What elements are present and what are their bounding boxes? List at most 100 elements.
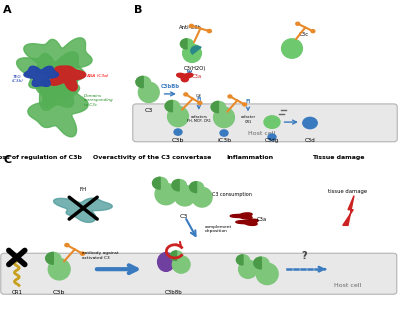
Text: cofactors: cofactors [190, 115, 207, 119]
Polygon shape [24, 38, 92, 96]
Ellipse shape [158, 253, 174, 271]
Circle shape [180, 39, 194, 49]
Ellipse shape [155, 183, 177, 205]
Circle shape [220, 130, 228, 136]
Circle shape [172, 179, 186, 191]
Circle shape [165, 100, 180, 112]
Polygon shape [230, 213, 252, 219]
Text: FH, MCP, CR1: FH, MCP, CR1 [187, 119, 211, 123]
Text: Loss of regulation of C3b: Loss of regulation of C3b [0, 155, 82, 160]
Circle shape [152, 177, 168, 189]
Text: CR1: CR1 [11, 290, 22, 295]
Text: complement
deposition: complement deposition [205, 225, 232, 233]
Circle shape [254, 257, 269, 269]
Circle shape [311, 30, 315, 33]
Circle shape [296, 22, 300, 25]
Text: FI: FI [245, 99, 251, 104]
Wedge shape [190, 182, 196, 192]
Polygon shape [17, 52, 85, 110]
Circle shape [80, 252, 84, 255]
Circle shape [190, 24, 194, 28]
Text: C3dg: C3dg [265, 138, 279, 143]
Polygon shape [49, 66, 86, 91]
Ellipse shape [239, 260, 257, 278]
Ellipse shape [138, 82, 159, 103]
Circle shape [236, 255, 250, 265]
Text: iC3b: iC3b [217, 138, 231, 143]
Text: C3(H2O): C3(H2O) [184, 66, 206, 71]
Wedge shape [46, 252, 53, 264]
Text: C3b: C3b [53, 290, 65, 295]
Circle shape [228, 95, 232, 98]
Circle shape [190, 182, 204, 192]
Circle shape [174, 129, 182, 135]
Circle shape [136, 76, 150, 88]
Ellipse shape [282, 39, 302, 58]
Text: B: B [134, 5, 142, 15]
FancyBboxPatch shape [133, 104, 397, 142]
Circle shape [184, 93, 188, 96]
Text: C3b8b: C3b8b [164, 290, 182, 295]
Text: C3: C3 [180, 214, 188, 219]
Ellipse shape [183, 44, 201, 62]
Text: C3bBb: C3bBb [161, 84, 180, 89]
Circle shape [211, 101, 226, 113]
Text: C3b: C3b [172, 138, 184, 143]
Circle shape [46, 252, 61, 264]
Text: Host cell: Host cell [334, 283, 362, 288]
Polygon shape [177, 73, 193, 82]
Ellipse shape [214, 107, 234, 128]
Ellipse shape [174, 185, 195, 206]
Text: FI: FI [196, 97, 202, 102]
Text: Domains
corresponding
to C3c: Domains corresponding to C3c [84, 94, 114, 107]
Wedge shape [254, 257, 261, 269]
Text: Tissue damage: Tissue damage [312, 155, 364, 160]
Text: TEG
(C3b): TEG (C3b) [11, 74, 23, 83]
Ellipse shape [168, 106, 188, 127]
Text: C3d: C3d [305, 138, 315, 143]
Text: A: A [3, 5, 12, 15]
Text: C: C [3, 155, 11, 165]
Text: tissue damage: tissue damage [328, 189, 368, 194]
Text: Anti-C3b: Anti-C3b [179, 25, 201, 30]
Ellipse shape [48, 259, 70, 280]
Circle shape [65, 244, 69, 247]
Circle shape [303, 117, 317, 129]
Circle shape [264, 116, 280, 128]
Circle shape [170, 251, 182, 260]
Text: antibody against
activated C3: antibody against activated C3 [82, 251, 119, 259]
Circle shape [207, 29, 211, 33]
Wedge shape [191, 46, 201, 54]
Wedge shape [236, 255, 243, 265]
Polygon shape [236, 219, 258, 225]
Circle shape [243, 103, 246, 106]
Polygon shape [36, 75, 80, 107]
Wedge shape [136, 76, 143, 88]
Ellipse shape [256, 263, 278, 285]
Circle shape [198, 101, 202, 105]
Polygon shape [343, 196, 354, 225]
Text: Overactivity of the C3 convertase: Overactivity of the C3 convertase [93, 155, 211, 160]
Text: Inflammation: Inflammation [226, 155, 274, 160]
Text: C3 consumption: C3 consumption [212, 192, 252, 197]
Polygon shape [24, 66, 58, 86]
Text: Host cell: Host cell [248, 131, 276, 136]
FancyBboxPatch shape [1, 253, 397, 294]
Wedge shape [152, 177, 160, 189]
Circle shape [268, 134, 276, 140]
Wedge shape [180, 39, 187, 49]
Wedge shape [170, 251, 176, 260]
Text: C3: C3 [145, 108, 153, 113]
Text: C#: C# [196, 94, 202, 98]
Text: CR1: CR1 [244, 120, 252, 124]
Text: C3c: C3c [298, 32, 309, 37]
Text: ?: ? [302, 251, 308, 261]
Ellipse shape [172, 256, 190, 273]
Text: FH: FH [80, 187, 87, 192]
Wedge shape [172, 179, 179, 191]
Wedge shape [165, 100, 172, 112]
Text: ANA (C3a): ANA (C3a) [86, 74, 108, 78]
Polygon shape [28, 79, 88, 137]
Text: C3a: C3a [192, 74, 202, 79]
Ellipse shape [192, 187, 212, 207]
